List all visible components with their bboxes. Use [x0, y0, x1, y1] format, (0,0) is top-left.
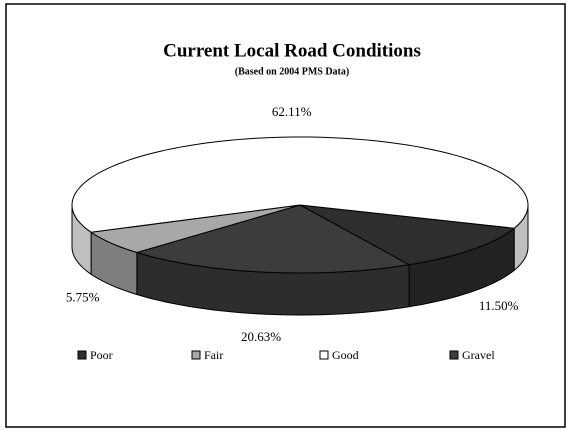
pie-slice — [71, 136, 529, 276]
legend-label: Poor — [90, 348, 113, 362]
slice-top — [299, 204, 516, 266]
slice-side-shade — [514, 205, 528, 271]
pie-slice — [299, 204, 516, 308]
data-label: 5.75% — [66, 289, 100, 304]
slice-top — [89, 204, 301, 254]
slice-side-shade — [72, 205, 92, 275]
legend-label: Good — [332, 348, 359, 362]
chart-subtitle: (Based on 2004 PMS Data) — [235, 66, 349, 77]
legend-swatch — [191, 350, 201, 360]
legend-swatch — [449, 350, 459, 360]
legend-swatch — [77, 350, 87, 360]
slice-side-shade — [91, 232, 137, 295]
slice-side-shade — [409, 228, 515, 307]
chart-title: Current Local Road Conditions — [163, 40, 421, 61]
data-label: 20.63% — [241, 329, 281, 344]
data-label: 62.11% — [272, 104, 312, 119]
legend-label: Fair — [204, 348, 223, 362]
slice-top — [135, 204, 411, 274]
legend-swatch — [319, 350, 329, 360]
legend-label: Gravel — [462, 348, 495, 362]
data-label: 11.50% — [479, 298, 519, 313]
slice-side-shade — [136, 252, 410, 315]
slice-top — [71, 136, 529, 233]
pie-slice — [89, 204, 301, 296]
